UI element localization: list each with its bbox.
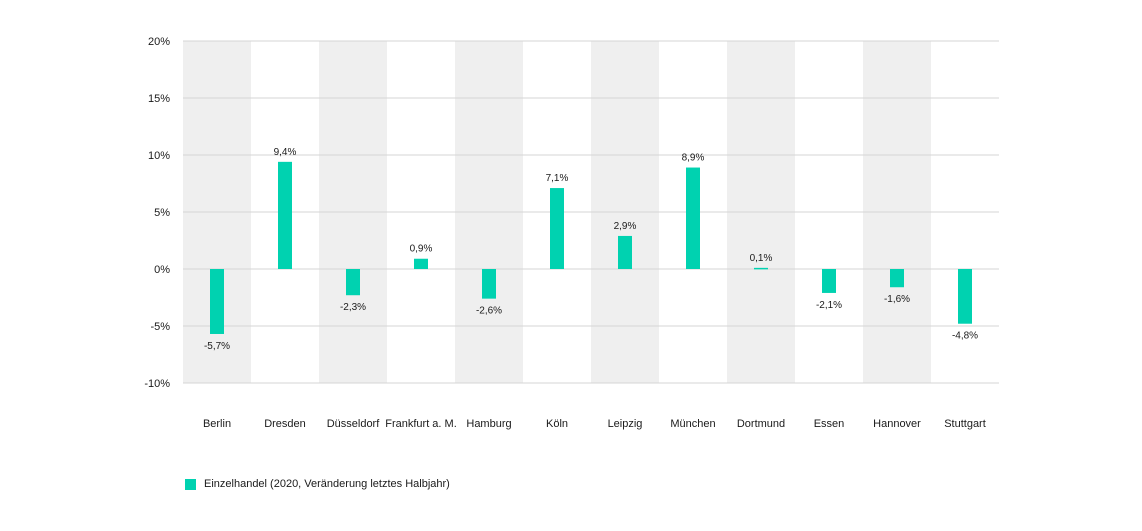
y-axis-ticks: 20% 15% 10% 5% 0% -5% -10% bbox=[144, 36, 170, 390]
bar bbox=[482, 269, 496, 299]
bar bbox=[278, 161, 292, 269]
data-label: 9,4% bbox=[274, 147, 297, 158]
category-label: Dresden bbox=[264, 418, 306, 430]
y-tick-label: 10% bbox=[148, 150, 170, 162]
y-tick-label: 5% bbox=[154, 207, 170, 219]
bars bbox=[210, 161, 972, 334]
bar bbox=[550, 188, 564, 269]
category-label: Frankfurt a. M. bbox=[385, 418, 457, 430]
category-label: Essen bbox=[814, 418, 845, 430]
y-tick-label: 0% bbox=[154, 264, 170, 276]
legend-swatch bbox=[185, 478, 196, 490]
data-label: 8,9% bbox=[682, 153, 705, 164]
y-tick-label: -5% bbox=[150, 321, 170, 333]
bar bbox=[754, 267, 768, 270]
data-label: 0,9% bbox=[410, 244, 433, 255]
gridlines bbox=[183, 40, 999, 384]
data-label: 2,9% bbox=[614, 221, 637, 232]
data-label: 0,1% bbox=[750, 253, 773, 264]
data-label: -2,1% bbox=[816, 300, 842, 311]
category-label: Düsseldorf bbox=[327, 418, 381, 430]
category-label: Berlin bbox=[203, 418, 231, 430]
data-label: -2,3% bbox=[340, 302, 366, 313]
data-label: 7,1% bbox=[546, 173, 569, 184]
y-tick-label: 15% bbox=[148, 93, 170, 105]
bar bbox=[618, 235, 632, 269]
legend: Einzelhandel (2020, Veränderung letztes … bbox=[185, 478, 450, 490]
bar bbox=[414, 258, 428, 269]
bar bbox=[890, 269, 904, 288]
category-label: Hamburg bbox=[466, 418, 511, 430]
y-tick-label: 20% bbox=[148, 36, 170, 48]
data-label: -1,6% bbox=[884, 294, 910, 305]
bar bbox=[346, 269, 360, 296]
category-label: Leipzig bbox=[608, 418, 643, 430]
category-label: Dortmund bbox=[737, 418, 785, 430]
bar bbox=[210, 269, 224, 334]
category-label: München bbox=[670, 418, 715, 430]
category-labels: Berlin Dresden Düsseldorf Frankfurt a. M. Ha… bbox=[203, 418, 986, 430]
data-labels: -5,7% 9,4% -2,3% 0,9% -2,6% 7,1% 2,9% 8,9% 0,1% -… bbox=[204, 147, 978, 352]
data-label: -2,6% bbox=[476, 306, 502, 317]
category-label: Hannover bbox=[873, 418, 921, 430]
data-label: -4,8% bbox=[952, 331, 978, 342]
bar bbox=[822, 269, 836, 293]
bar bbox=[958, 269, 972, 324]
bar bbox=[686, 167, 700, 269]
legend-label: Einzelhandel (2020, Veränderung letztes … bbox=[204, 478, 450, 490]
category-label: Köln bbox=[546, 418, 568, 430]
y-tick-label: -10% bbox=[144, 378, 170, 390]
data-label: -5,7% bbox=[204, 341, 230, 352]
category-label: Stuttgart bbox=[944, 418, 986, 430]
